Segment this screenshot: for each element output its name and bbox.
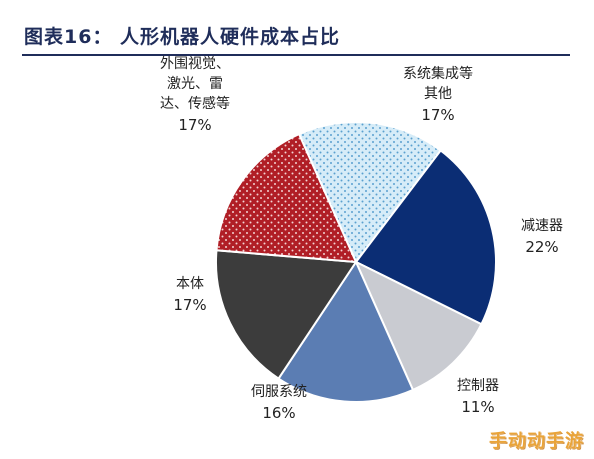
slice-label-6-line-1: 外围视觉、 bbox=[160, 56, 230, 72]
slice-label-2-line-1: 减速器 bbox=[521, 218, 563, 234]
pie-slice-6 bbox=[215, 132, 358, 264]
slice-label-1-line-2: 其他 bbox=[424, 86, 452, 102]
pie-slice-2 bbox=[354, 149, 497, 326]
slice-percent-1: 17% bbox=[421, 106, 454, 124]
slice-percent-6: 17% bbox=[178, 116, 211, 134]
slice-label-6-line-3: 达、传感等 bbox=[160, 95, 230, 112]
slice-percent-4: 16% bbox=[262, 404, 295, 422]
slice-label-3-line-1: 控制器 bbox=[457, 378, 499, 394]
pie-slice-4 bbox=[277, 259, 415, 403]
slice-label-1-line-1: 系统集成等 bbox=[403, 65, 473, 82]
slice-label-6-line-2: 激光、雷 bbox=[167, 75, 223, 92]
slice-label-4-line-1: 伺服系统 bbox=[251, 384, 307, 400]
slice-percent-5: 17% bbox=[173, 296, 206, 314]
pie-slice-1 bbox=[297, 121, 443, 264]
pie-slice-3 bbox=[353, 259, 483, 392]
chart-title: 图表16： 人形机器人硬件成本占比 bbox=[24, 26, 341, 48]
pie-slice-5 bbox=[215, 249, 358, 380]
title-underline bbox=[22, 54, 570, 56]
slice-percent-3: 11% bbox=[461, 398, 494, 416]
slice-percent-2: 22% bbox=[525, 238, 558, 256]
slice-label-5-line-1: 本体 bbox=[176, 276, 204, 292]
watermark-logo: 手动动手游 bbox=[489, 431, 584, 452]
